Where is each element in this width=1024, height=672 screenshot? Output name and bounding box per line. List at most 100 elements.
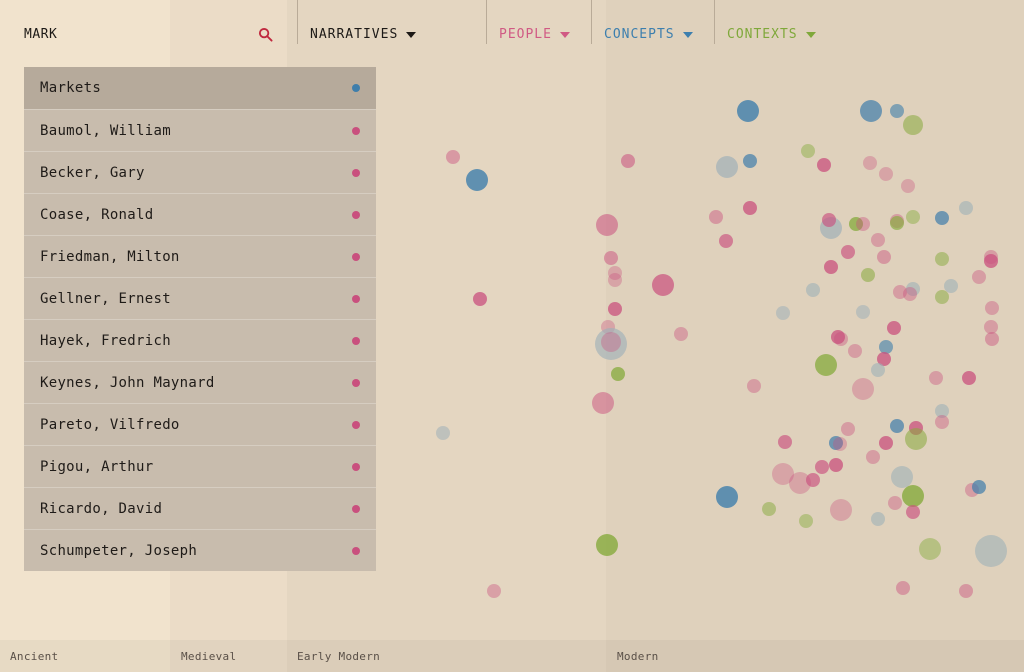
bubble-node[interactable] <box>709 210 723 224</box>
bubble-node[interactable] <box>592 392 614 414</box>
result-item[interactable]: Becker, Gary <box>24 151 376 193</box>
bubble-node[interactable] <box>806 473 820 487</box>
result-item[interactable]: Baumol, William <box>24 109 376 151</box>
bubble-node[interactable] <box>905 428 927 450</box>
bubble-node[interactable] <box>890 104 904 118</box>
result-item[interactable]: Hayek, Fredrich <box>24 319 376 361</box>
bubble-node[interactable] <box>893 285 907 299</box>
bubble-node[interactable] <box>935 290 949 304</box>
bubble-node[interactable] <box>604 251 618 265</box>
bubble-node[interactable] <box>789 472 811 494</box>
bubble-node[interactable] <box>815 354 837 376</box>
era-label-medieval[interactable]: Medieval <box>181 650 237 663</box>
bubble-node[interactable] <box>959 201 973 215</box>
bubble-node[interactable] <box>436 426 450 440</box>
bubble-node[interactable] <box>815 460 829 474</box>
bubble-node[interactable] <box>466 169 488 191</box>
bubble-node[interactable] <box>611 367 625 381</box>
bubble-node[interactable] <box>652 274 674 296</box>
contexts-menu[interactable]: CONTEXTS <box>727 27 816 42</box>
bubble-node[interactable] <box>608 266 622 280</box>
result-item[interactable]: Gellner, Ernest <box>24 277 376 319</box>
result-item[interactable]: Friedman, Milton <box>24 235 376 277</box>
result-item[interactable]: Ricardo, David <box>24 487 376 529</box>
bubble-node[interactable] <box>984 254 998 268</box>
bubble-node[interactable] <box>903 115 923 135</box>
era-label-ancient[interactable]: Ancient <box>10 650 59 663</box>
bubble-node[interactable] <box>817 158 831 172</box>
bubble-node[interactable] <box>841 245 855 259</box>
bubble-node[interactable] <box>906 210 920 224</box>
bubble-node[interactable] <box>801 144 815 158</box>
result-item[interactable]: Schumpeter, Joseph <box>24 529 376 571</box>
bubble-node[interactable] <box>806 283 820 297</box>
bubble-node[interactable] <box>959 584 973 598</box>
search-input[interactable]: MARK <box>24 27 58 42</box>
bubble-node[interactable] <box>935 415 949 429</box>
bubble-node[interactable] <box>985 301 999 315</box>
bubble-node[interactable] <box>737 100 759 122</box>
people-menu[interactable]: PEOPLE <box>499 27 570 42</box>
bubble-node[interactable] <box>829 436 843 450</box>
bubble-node[interactable] <box>985 332 999 346</box>
bubble-node[interactable] <box>601 332 621 352</box>
result-item[interactable]: Markets <box>24 67 376 109</box>
bubble-node[interactable] <box>762 502 776 516</box>
bubble-node[interactable] <box>906 282 920 296</box>
bubble-node[interactable] <box>896 581 910 595</box>
bubble-node[interactable] <box>822 213 836 227</box>
bubble-node[interactable] <box>935 252 949 266</box>
bubble-node[interactable] <box>975 535 1007 567</box>
search-icon[interactable] <box>258 27 273 42</box>
bubble-node[interactable] <box>891 466 913 488</box>
bubble-node[interactable] <box>833 437 847 451</box>
bubble-node[interactable] <box>834 332 848 346</box>
bubble-node[interactable] <box>863 156 877 170</box>
bubble-node[interactable] <box>887 321 901 335</box>
bubble-node[interactable] <box>902 485 924 507</box>
bubble-node[interactable] <box>856 217 870 231</box>
bubble-node[interactable] <box>879 340 893 354</box>
era-label-modern[interactable]: Modern <box>617 650 659 663</box>
bubble-node[interactable] <box>901 179 915 193</box>
result-item[interactable]: Keynes, John Maynard <box>24 361 376 403</box>
bubble-node[interactable] <box>984 320 998 334</box>
bubble-node[interactable] <box>879 167 893 181</box>
result-item[interactable]: Pigou, Arthur <box>24 445 376 487</box>
bubble-node[interactable] <box>608 302 622 316</box>
bubble-node[interactable] <box>935 404 949 418</box>
bubble-node[interactable] <box>596 534 618 556</box>
bubble-node[interactable] <box>487 584 501 598</box>
bubble-node[interactable] <box>841 422 855 436</box>
era-label-early-modern[interactable]: Early Modern <box>297 650 381 663</box>
bubble-node[interactable] <box>596 214 618 236</box>
bubble-node[interactable] <box>929 371 943 385</box>
bubble-node[interactable] <box>860 100 882 122</box>
bubble-node[interactable] <box>856 305 870 319</box>
bubble-node[interactable] <box>871 233 885 247</box>
bubble-node[interactable] <box>772 463 794 485</box>
bubble-node[interactable] <box>866 450 880 464</box>
bubble-node[interactable] <box>877 250 891 264</box>
bubble-node[interactable] <box>595 328 627 360</box>
bubble-node[interactable] <box>879 436 893 450</box>
bubble-node[interactable] <box>776 306 790 320</box>
bubble-node[interactable] <box>473 292 487 306</box>
bubble-node[interactable] <box>962 371 976 385</box>
bubble-node[interactable] <box>608 273 622 287</box>
bubble-node[interactable] <box>743 201 757 215</box>
bubble-node[interactable] <box>935 211 949 225</box>
bubble-node[interactable] <box>871 363 885 377</box>
bubble-node[interactable] <box>831 330 845 344</box>
bubble-node[interactable] <box>446 150 460 164</box>
bubble-node[interactable] <box>849 217 863 231</box>
bubble-node[interactable] <box>852 378 874 400</box>
bubble-node[interactable] <box>716 156 738 178</box>
bubble-node[interactable] <box>919 538 941 560</box>
bubble-node[interactable] <box>824 260 838 274</box>
bubble-node[interactable] <box>903 287 917 301</box>
concepts-menu[interactable]: CONCEPTS <box>604 27 693 42</box>
bubble-node[interactable] <box>877 352 891 366</box>
bubble-node[interactable] <box>861 268 875 282</box>
narratives-menu[interactable]: NARRATIVES <box>310 27 417 42</box>
